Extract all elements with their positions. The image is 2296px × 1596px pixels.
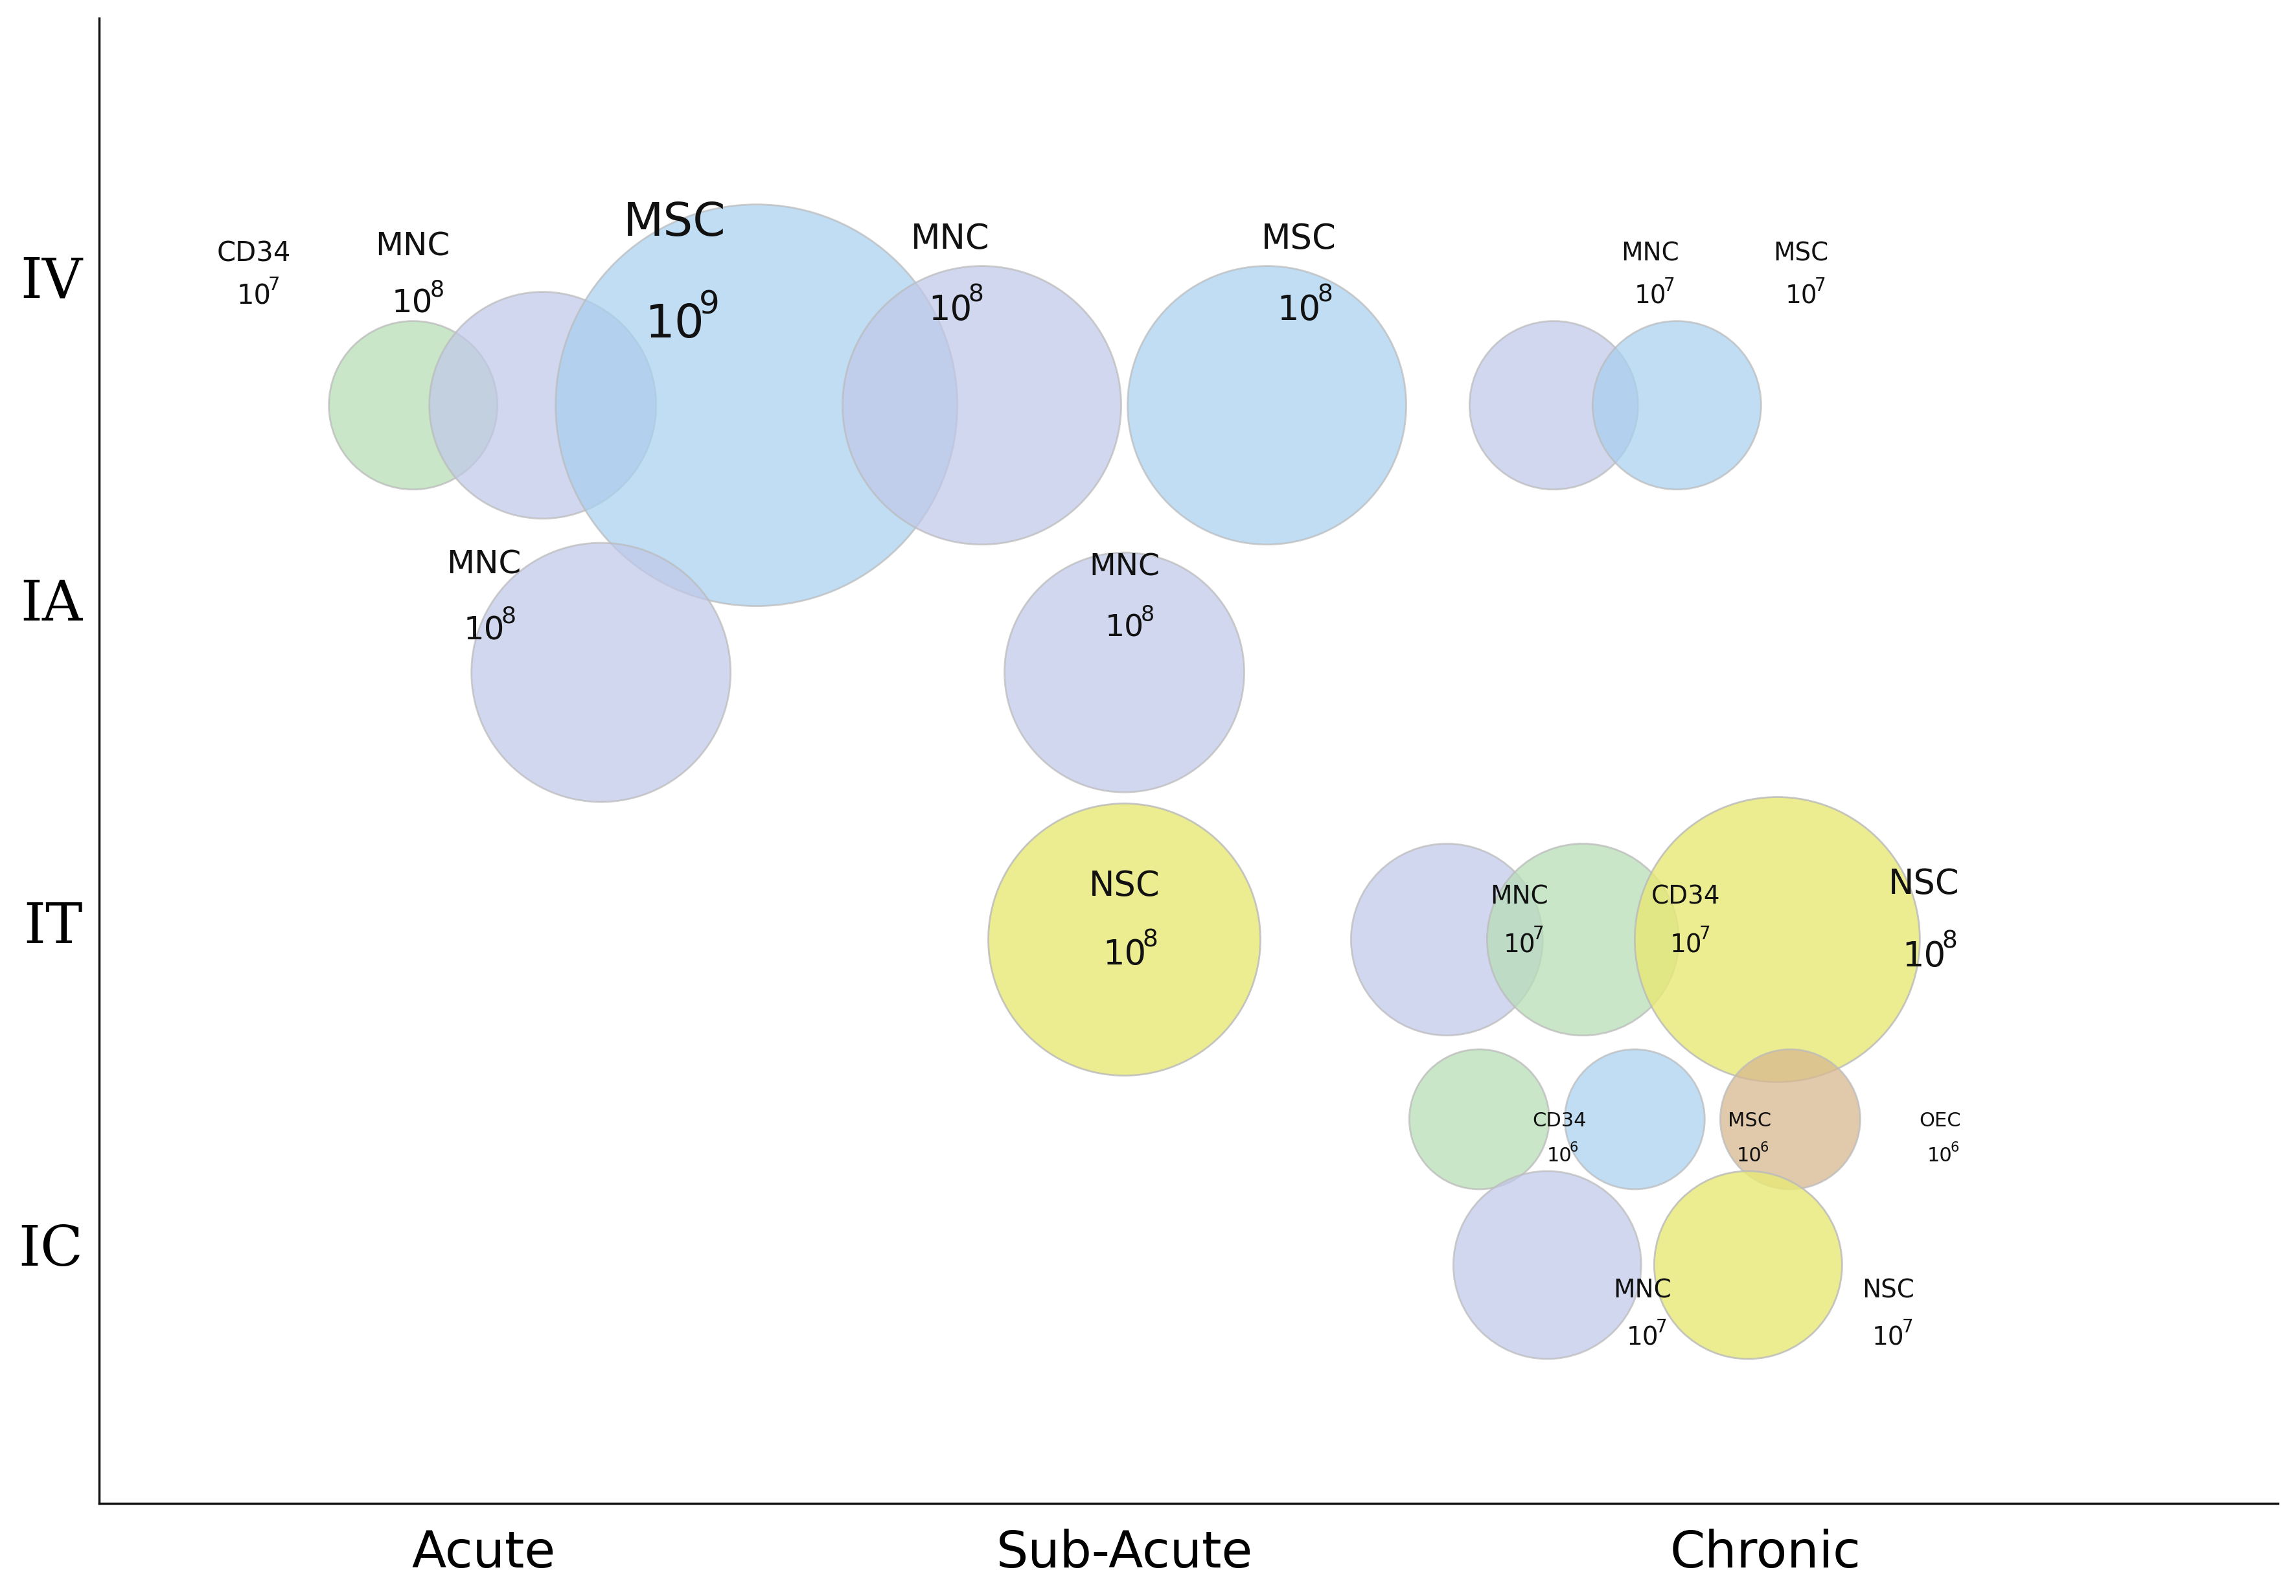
Text: 8: 8 (1143, 929, 1157, 951)
Text: 10: 10 (1738, 1146, 1761, 1165)
Text: MSC: MSC (1729, 1111, 1770, 1130)
Text: 10: 10 (1926, 1146, 1952, 1165)
Text: MSC: MSC (622, 201, 726, 246)
Text: MNC: MNC (374, 230, 450, 262)
Text: NSC: NSC (1088, 868, 1159, 903)
Text: CD34: CD34 (1651, 884, 1720, 908)
Circle shape (1469, 321, 1637, 490)
Text: 8: 8 (1141, 605, 1155, 626)
Text: MSC: MSC (1261, 222, 1336, 255)
Text: 8: 8 (429, 279, 443, 300)
Circle shape (1593, 321, 1761, 490)
Text: MNC: MNC (912, 222, 990, 255)
Text: 10: 10 (1277, 294, 1320, 327)
Text: 7: 7 (1655, 1318, 1667, 1336)
Text: 6: 6 (1949, 1141, 1958, 1154)
Circle shape (556, 204, 957, 606)
Text: 10: 10 (1102, 938, 1146, 972)
Text: 10: 10 (1903, 940, 1945, 974)
Text: 8: 8 (969, 284, 983, 306)
Text: 10: 10 (928, 294, 971, 327)
Text: 9: 9 (698, 289, 719, 321)
Circle shape (1127, 267, 1405, 544)
Text: CD34: CD34 (1531, 1111, 1587, 1130)
Circle shape (1653, 1171, 1841, 1358)
Text: NSC: NSC (1890, 867, 1958, 902)
Text: MNC: MNC (1088, 552, 1159, 583)
Text: MSC: MSC (1773, 241, 1828, 267)
Circle shape (471, 543, 730, 801)
Text: MNC: MNC (445, 549, 521, 581)
Text: MNC: MNC (1490, 884, 1548, 908)
Circle shape (1488, 844, 1678, 1036)
Circle shape (1410, 1049, 1550, 1189)
Circle shape (1453, 1171, 1642, 1358)
Text: 10: 10 (1635, 284, 1667, 310)
Text: 10: 10 (1669, 932, 1701, 958)
Text: OEC: OEC (1919, 1111, 1961, 1130)
Text: 10: 10 (464, 614, 505, 646)
Text: 10: 10 (645, 303, 705, 348)
Text: NSC: NSC (1862, 1278, 1915, 1302)
Circle shape (1720, 1049, 1860, 1189)
Text: MNC: MNC (1621, 241, 1678, 267)
Text: MNC: MNC (1614, 1278, 1671, 1302)
Text: 10: 10 (1626, 1326, 1658, 1350)
Text: 10: 10 (1504, 932, 1536, 958)
Circle shape (987, 803, 1261, 1076)
Circle shape (1350, 844, 1543, 1036)
Circle shape (1635, 796, 1919, 1082)
Text: 7: 7 (269, 276, 280, 294)
Circle shape (843, 267, 1120, 544)
Text: 10: 10 (1548, 1146, 1573, 1165)
Text: 10: 10 (1784, 284, 1816, 310)
Text: 8: 8 (501, 605, 517, 627)
Text: 10: 10 (1871, 1326, 1903, 1350)
Text: 10: 10 (393, 289, 434, 319)
Text: 7: 7 (1814, 276, 1825, 295)
Text: 7: 7 (1699, 926, 1711, 943)
Text: 7: 7 (1901, 1318, 1913, 1336)
Text: 10: 10 (236, 282, 271, 310)
Text: 7: 7 (1534, 926, 1545, 943)
Text: CD34: CD34 (216, 241, 292, 268)
Circle shape (1006, 552, 1244, 792)
Text: 8: 8 (1942, 930, 1958, 953)
Text: 6: 6 (1761, 1141, 1768, 1154)
Text: 6: 6 (1570, 1141, 1577, 1154)
Text: 8: 8 (1318, 284, 1332, 306)
Circle shape (328, 321, 498, 490)
Text: 7: 7 (1665, 276, 1676, 295)
Circle shape (1566, 1049, 1704, 1189)
Circle shape (429, 292, 657, 519)
Text: 10: 10 (1104, 613, 1143, 643)
